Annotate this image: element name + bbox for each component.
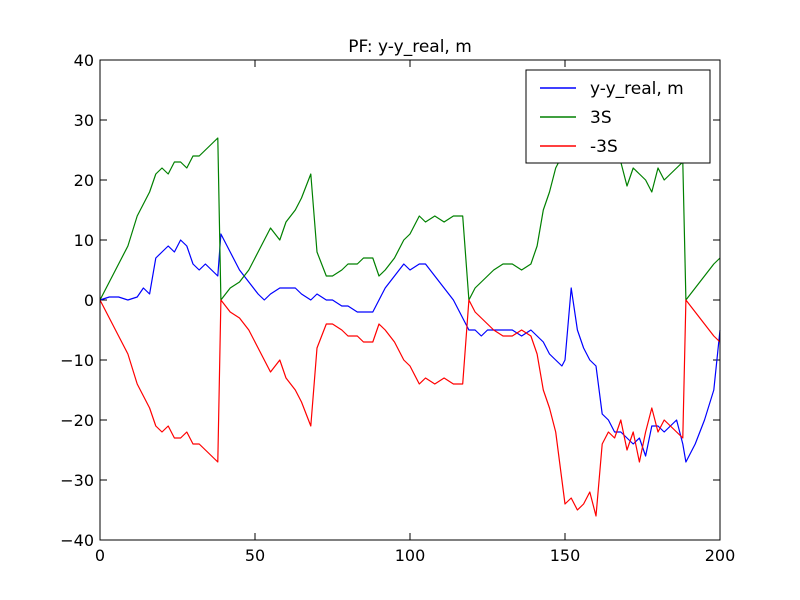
series-line-1: [99, 137, 721, 301]
y-tick-label: 10: [74, 231, 94, 250]
legend: y-y_real, m 3S -3S: [525, 69, 711, 164]
x-tick-label: 100: [395, 546, 426, 565]
y-tick-label: −30: [60, 471, 94, 490]
x-tick-label: 0: [95, 546, 105, 565]
y-tick-label: 20: [74, 171, 94, 190]
chart-title: PF: y-y_real, m: [348, 37, 472, 57]
y-tick-label: −20: [60, 411, 94, 430]
legend-label-2: -3S: [590, 137, 618, 157]
y-tick-label: 40: [74, 51, 94, 70]
x-tick-label: 150: [550, 546, 581, 565]
y-tick-label: −10: [60, 351, 94, 370]
y-tick-label: 0: [84, 291, 94, 310]
x-tick-label: 200: [705, 546, 736, 565]
series-line-2: [99, 299, 721, 517]
legend-label-0: y-y_real, m: [590, 79, 684, 99]
y-tick-label: −40: [60, 531, 94, 550]
plot-frame: [99, 59, 721, 541]
y-tick-label: 30: [74, 111, 94, 130]
legend-label-1: 3S: [590, 108, 612, 128]
x-tick-label: 50: [245, 546, 265, 565]
series-lines-group: [99, 137, 721, 517]
tick-group: 0 50 100 150 200 −40 −30 −20 −10 0 10 20 30 40: [60, 51, 735, 565]
